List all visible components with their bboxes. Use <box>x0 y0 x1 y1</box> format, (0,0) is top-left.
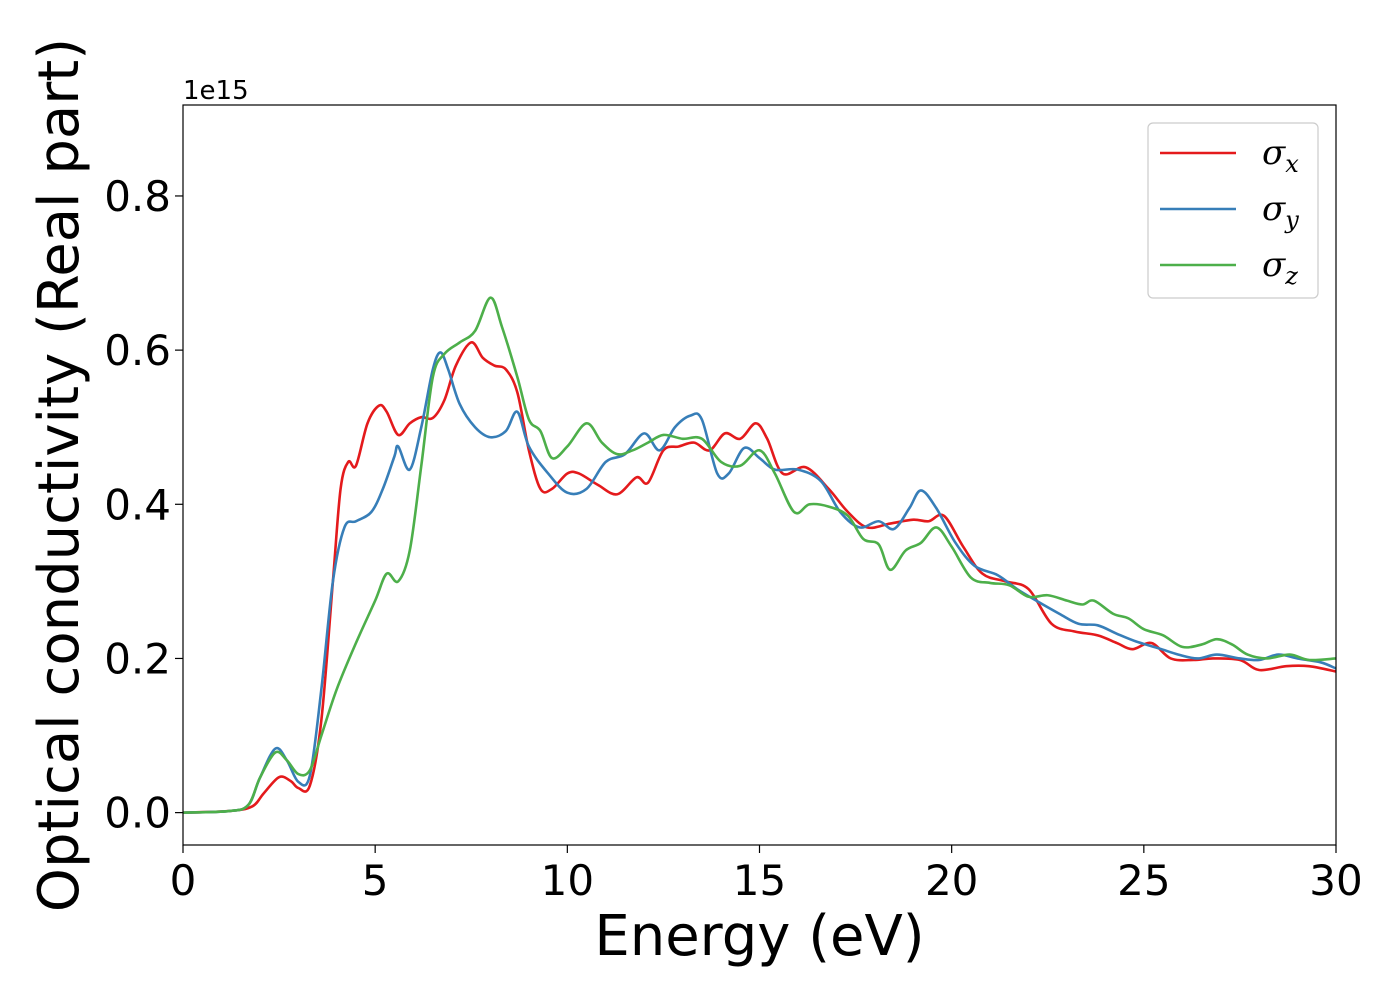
x-axis: 0 5 10 15 20 25 30 <box>170 845 1363 905</box>
legend: σx σy σz <box>1147 122 1319 299</box>
legend-label-y: σy <box>1262 189 1299 234</box>
series-line-x <box>183 341 1336 814</box>
legend-label-z: σz <box>1262 245 1298 290</box>
x-tick-label: 0 <box>170 856 197 905</box>
y-tick-label: 0.8 <box>104 172 171 221</box>
x-axis-title: Energy (eV) <box>594 904 924 969</box>
series-layer <box>183 296 1336 814</box>
y-tick-label: 0.2 <box>104 634 171 683</box>
x-tick-label: 5 <box>362 856 389 905</box>
y-tick-label: 0.6 <box>104 326 171 375</box>
legend-box <box>1147 122 1319 299</box>
x-tick-label: 20 <box>925 856 978 905</box>
series-line-z <box>183 296 1336 814</box>
x-tick-label: 30 <box>1309 856 1362 905</box>
y-axis: 0.0 0.2 0.4 0.6 0.8 <box>104 172 183 838</box>
x-tick-label: 10 <box>541 856 594 905</box>
legend-label-x: σx <box>1262 133 1299 178</box>
y-axis-title: Optical conductivity (Real part) <box>27 38 92 912</box>
y-offset-label: 1e15 <box>183 76 249 106</box>
x-tick-label: 15 <box>733 856 786 905</box>
y-tick-label: 0.4 <box>104 480 171 529</box>
y-tick-label: 0.0 <box>104 789 171 838</box>
series-line-y <box>183 351 1336 814</box>
x-tick-label: 25 <box>1117 856 1170 905</box>
